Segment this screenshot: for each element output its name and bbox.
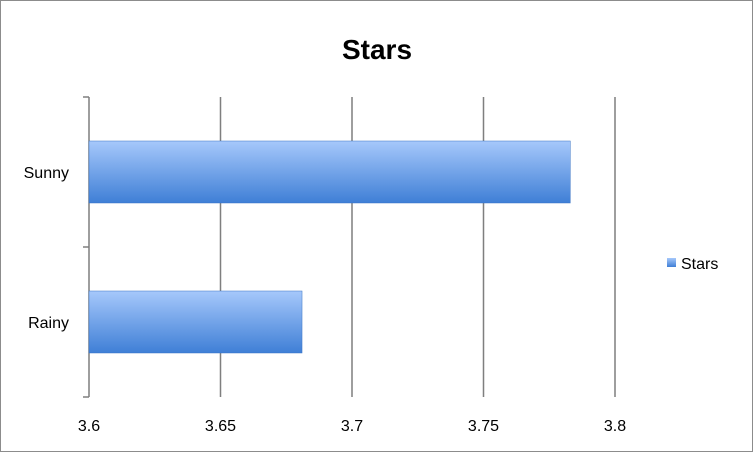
y-category-label: Sunny [24,165,69,182]
bar-rainy [88,290,303,354]
x-tick-label: 3.65 [205,418,236,435]
legend-swatch-stars [667,258,676,267]
x-tick-label: 3.75 [468,418,499,435]
chart-title: Stars [342,34,412,65]
tick-labels: 3.6 3.65 3.7 3.75 3.8 Sunny Rainy [24,165,627,435]
bar-sunny [88,140,571,204]
axes [83,96,90,398]
x-tick-label: 3.7 [341,418,363,435]
legend-label-stars: Stars [681,256,718,273]
x-tick-label: 3.8 [604,418,626,435]
x-tick-label: 3.6 [78,418,100,435]
y-category-label: Rainy [28,315,69,332]
legend: Stars [667,256,718,273]
bars [88,140,571,354]
